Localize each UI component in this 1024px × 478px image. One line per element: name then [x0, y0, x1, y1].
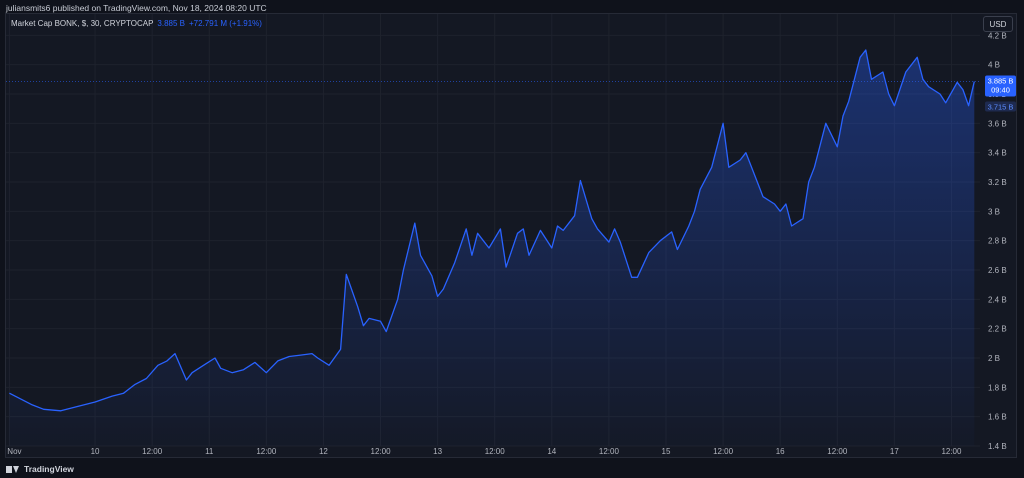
brand-label: TradingView	[24, 464, 74, 474]
x-tick-label: 12:00	[371, 447, 392, 456]
x-tick-label: 12:00	[599, 447, 620, 456]
y-tick-label: 4 B	[988, 61, 1000, 70]
y-tick-label: 2.6 B	[988, 266, 1007, 275]
secondary-tag-value: 3.715 B	[988, 102, 1014, 111]
price-tag-countdown: 09:40	[991, 86, 1010, 95]
x-tick-label: 12	[319, 447, 328, 456]
y-tick-label: 2.4 B	[988, 295, 1007, 304]
y-tick-label: 2 B	[988, 354, 1000, 363]
x-tick-label: 13	[433, 447, 442, 456]
y-tick-label: 3.2 B	[988, 178, 1007, 187]
x-tick-label: 10	[91, 447, 100, 456]
x-tick-label: 12:00	[941, 447, 962, 456]
y-tick-label: 3.4 B	[988, 149, 1007, 158]
tradingview-logo-icon	[6, 465, 20, 474]
tradingview-brand[interactable]: TradingView	[6, 464, 74, 474]
series-line	[9, 49, 975, 412]
y-tick-label: 2.8 B	[988, 237, 1007, 246]
y-tick-label: 2.2 B	[988, 325, 1007, 334]
y-tick-label: 4.2 B	[988, 31, 1007, 40]
x-tick-label: 12:00	[142, 447, 163, 456]
x-tick-label: 16	[776, 447, 785, 456]
secondary-tag-box	[985, 101, 1016, 112]
legend-title: Market Cap BONK, $, 30, CRYPTOCAP	[11, 19, 154, 28]
x-tick-label: 12:00	[827, 447, 848, 456]
x-tick-label: 15	[662, 447, 671, 456]
y-tick-label: 3.6 B	[988, 119, 1007, 128]
x-tick-label: Nov	[7, 447, 21, 456]
legend-change: +72.791 M (+1.91%)	[189, 19, 262, 28]
y-tick-label: 1.6 B	[988, 413, 1007, 422]
price-tag-value: 3.885 B	[988, 77, 1014, 86]
price-tag-box	[985, 75, 1016, 97]
x-tick-label: 14	[547, 447, 556, 456]
series-area	[9, 50, 975, 446]
currency-button[interactable]: USD	[983, 16, 1013, 32]
chart-legend: Market Cap BONK, $, 30, CRYPTOCAP 3.885 B…	[11, 19, 262, 28]
x-tick-label: 12:00	[713, 447, 734, 456]
legend-last-value: 3.885 B	[157, 19, 185, 28]
x-tick-label: 11	[205, 447, 214, 456]
y-tick-label: 1.8 B	[988, 383, 1007, 392]
x-tick-label: 12:00	[256, 447, 277, 456]
y-tick-label: 1.4 B	[988, 442, 1007, 451]
y-tick-label: 3 B	[988, 207, 1000, 216]
x-tick-label: 12:00	[485, 447, 506, 456]
publish-info: juliansmits6 published on TradingView.co…	[6, 3, 267, 13]
x-tick-label: 17	[890, 447, 899, 456]
